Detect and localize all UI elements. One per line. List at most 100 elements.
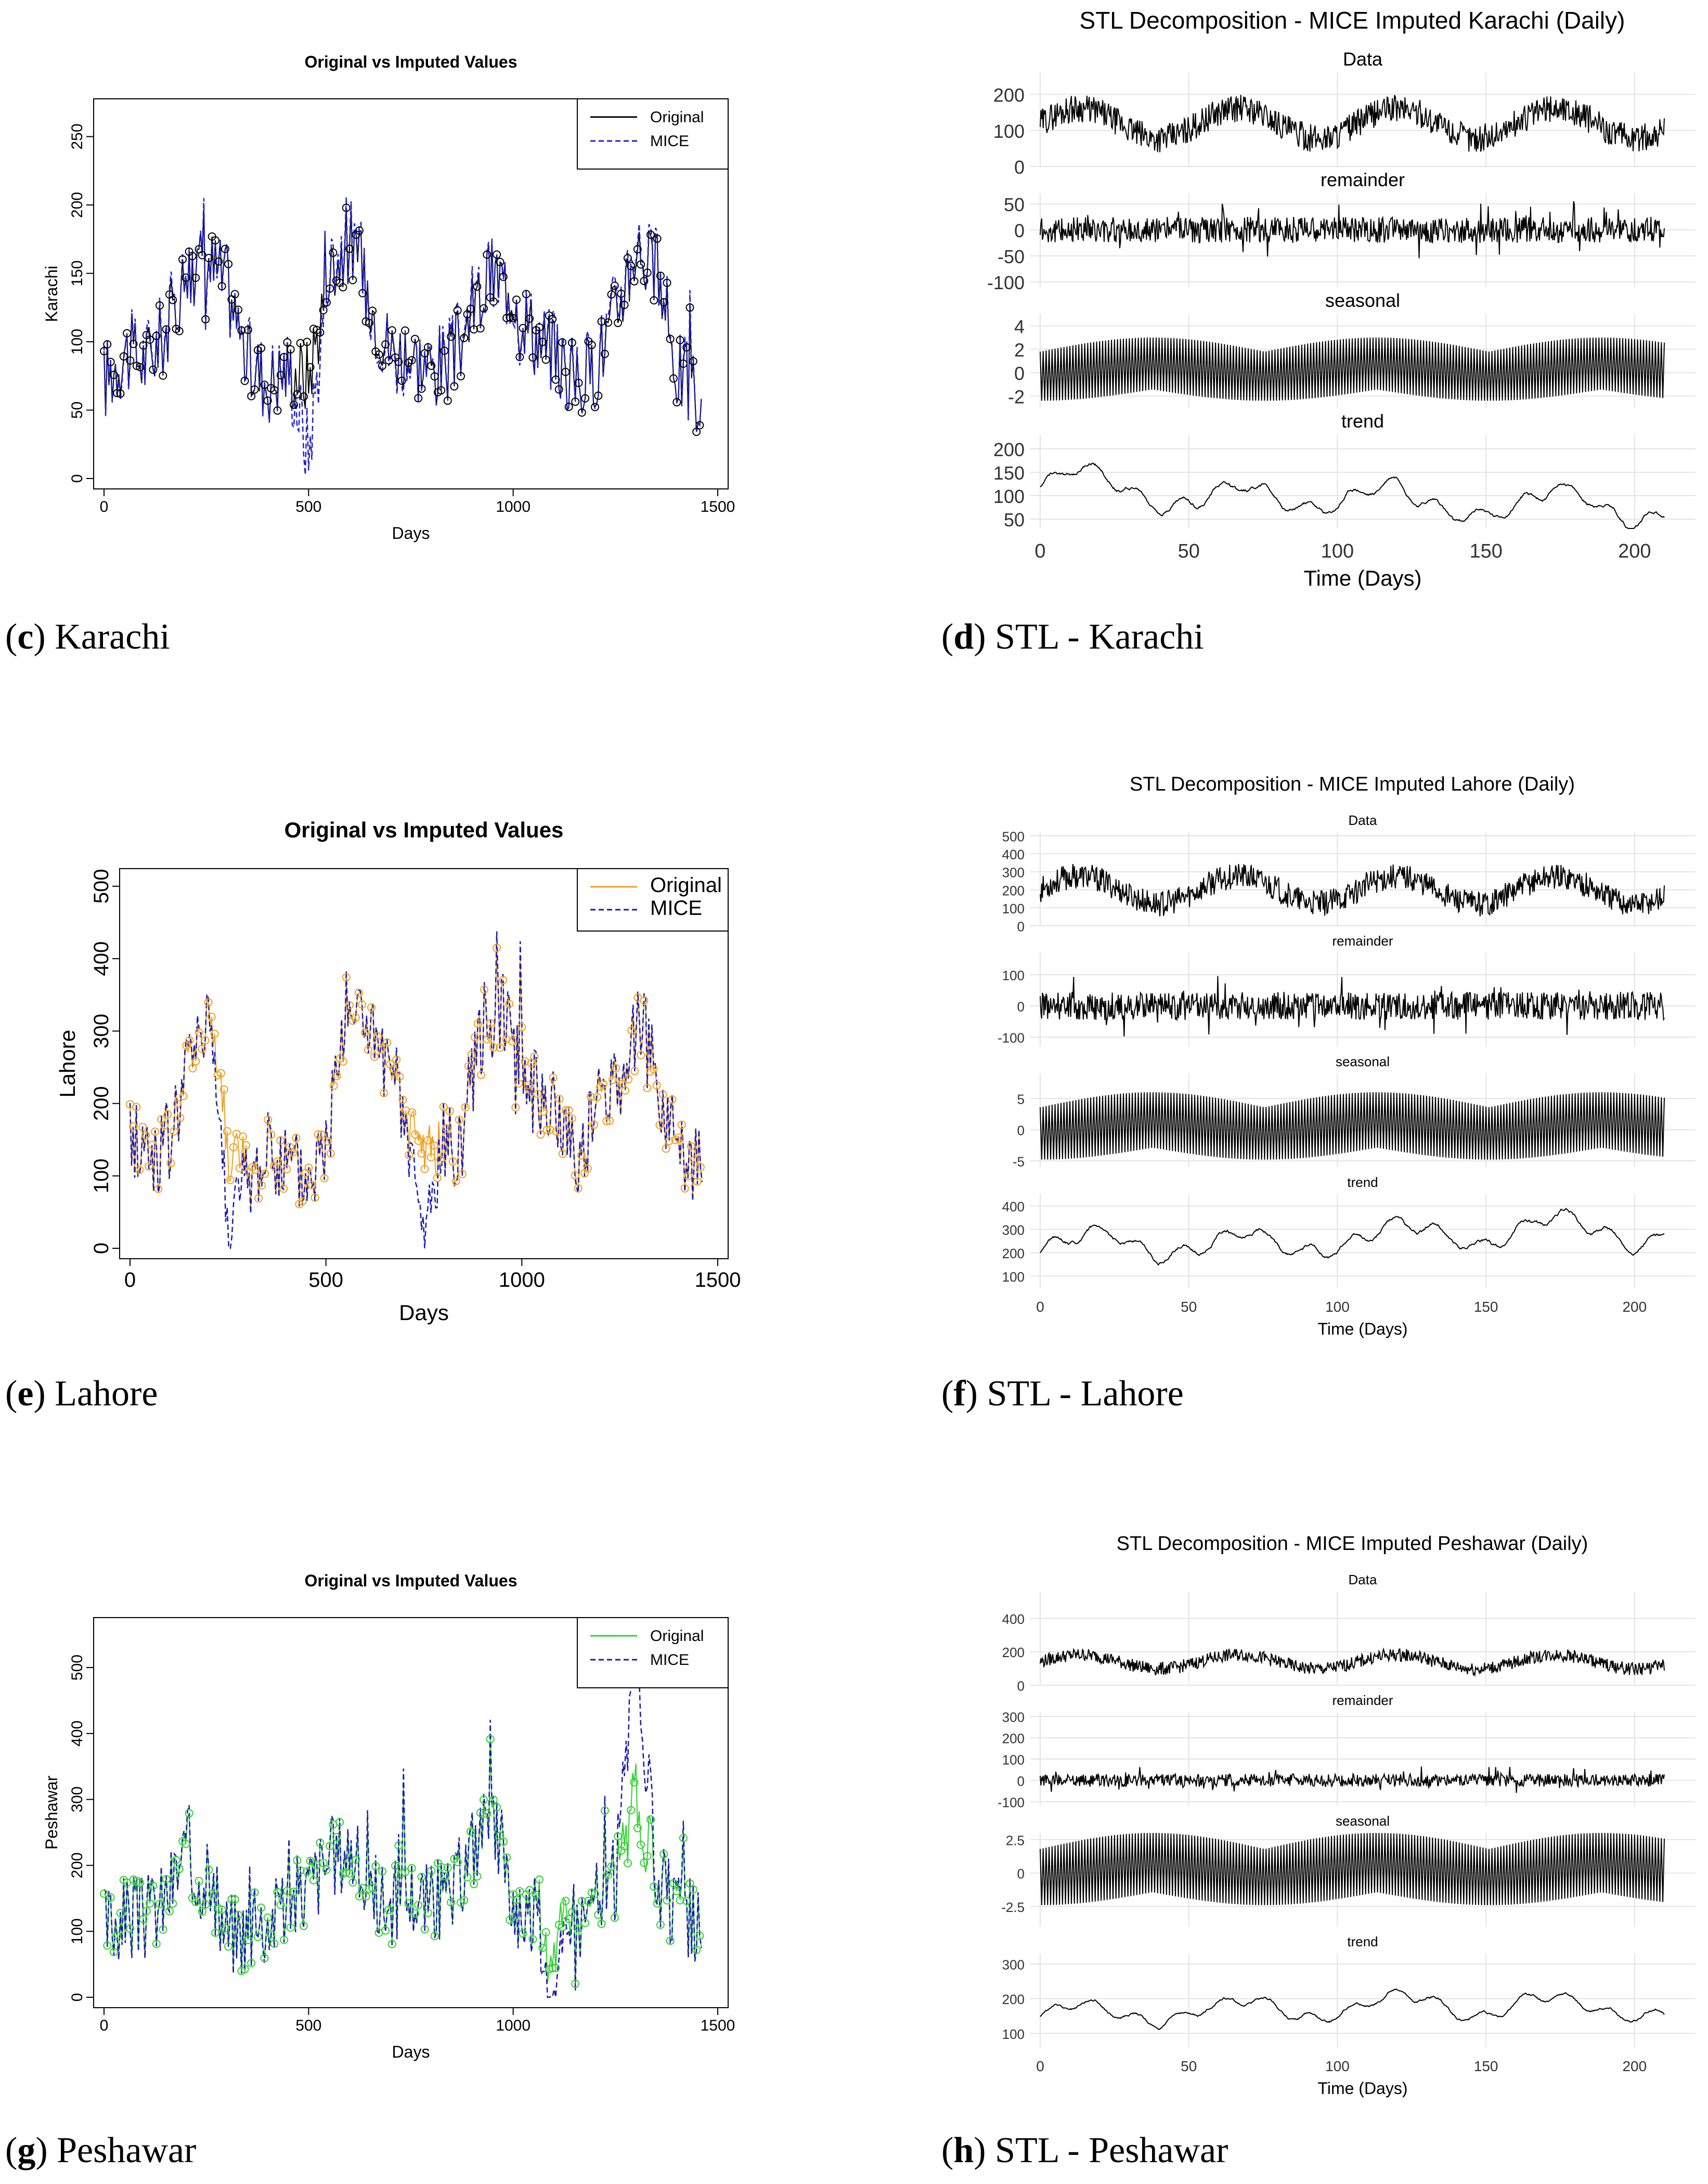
original-point <box>230 290 239 299</box>
caption-e: (e) Lahore <box>5 1374 158 1414</box>
original-point <box>493 1803 501 1812</box>
original-point <box>519 1929 527 1938</box>
facet-label: trend <box>1341 410 1384 432</box>
original-point <box>519 324 527 332</box>
original-point <box>427 1866 436 1875</box>
original-point <box>345 244 354 253</box>
original-point <box>630 1778 639 1787</box>
original-point <box>230 1895 239 1904</box>
y-tick-label: 50 <box>1004 194 1025 215</box>
original-point <box>499 976 508 985</box>
original-point <box>129 1122 137 1131</box>
original-point <box>548 1963 557 1972</box>
original-point <box>178 255 187 264</box>
original-point <box>584 1896 593 1905</box>
original-point <box>522 290 530 299</box>
original-point <box>116 1909 125 1918</box>
original-point <box>224 1942 233 1951</box>
original-point <box>227 1895 236 1904</box>
y-tick-label: 400 <box>1002 1199 1025 1214</box>
original-point <box>614 318 623 327</box>
stl-remainder-line <box>1040 976 1665 1037</box>
original-point <box>658 1090 667 1099</box>
facet-label: seasonal <box>1336 1054 1390 1069</box>
original-point <box>604 1870 613 1879</box>
original-point <box>486 1019 495 1028</box>
original-point <box>525 314 534 323</box>
stl-seasonal-line <box>1040 1092 1665 1160</box>
x-axis-label: Days <box>392 2043 430 2061</box>
original-point <box>132 1103 141 1112</box>
original-point <box>617 289 626 298</box>
original-point <box>166 1159 175 1168</box>
x-tick-label: 150 <box>1474 2058 1498 2074</box>
original-point <box>240 377 249 385</box>
x-tick-label: 200 <box>1622 1299 1647 1315</box>
y-tick-label: 0 <box>69 1993 86 2002</box>
original-point <box>257 1903 266 1912</box>
caption-f: (f) STL - Lahore <box>941 1374 1184 1414</box>
original-point <box>679 359 688 368</box>
original-point <box>496 1043 504 1052</box>
original-point <box>204 1866 213 1874</box>
original-point <box>549 1074 558 1082</box>
original-point <box>103 1941 112 1950</box>
y-axis-label: Lahore <box>55 1030 80 1098</box>
original-point <box>695 1931 704 1940</box>
original-point <box>100 1889 108 1898</box>
original-point <box>410 1909 419 1918</box>
original-point <box>320 1174 329 1183</box>
original-point <box>319 1858 328 1867</box>
original-point <box>298 1197 307 1206</box>
original-point <box>129 340 138 348</box>
x-tick-label: 1000 <box>496 2017 530 2034</box>
legend-label: MICE <box>650 133 689 150</box>
original-point <box>243 1935 252 1944</box>
original-point <box>672 1887 681 1895</box>
original-point <box>211 1928 219 1937</box>
original-point <box>234 1910 242 1919</box>
karachi-imputed-chart: Original vs Imputed Values 0 500 1000 1500 0 5… <box>0 21 749 598</box>
legend-label: Original <box>650 109 704 126</box>
original-point <box>564 403 573 411</box>
original-point <box>126 1924 135 1933</box>
original-point <box>191 1057 200 1066</box>
original-point <box>451 1177 460 1185</box>
original-point <box>542 1126 551 1134</box>
original-point <box>470 1033 479 1042</box>
original-point <box>466 304 475 313</box>
original-point <box>387 1940 396 1948</box>
y-tick-label: 100 <box>1002 1269 1025 1285</box>
original-point <box>364 1045 372 1054</box>
original-point <box>466 1827 475 1836</box>
stl-data-line <box>1040 95 1665 152</box>
original-point <box>257 344 266 353</box>
original-point <box>483 250 491 259</box>
original-point <box>508 1037 517 1046</box>
original-point <box>204 998 213 1007</box>
original-point <box>326 1149 335 1158</box>
original-point <box>571 1980 580 1988</box>
original-point <box>283 338 292 347</box>
facet-label: Data <box>1349 1572 1377 1587</box>
y-tick-label: 300 <box>1002 1222 1025 1238</box>
original-point <box>226 1175 235 1184</box>
original-point <box>286 345 295 354</box>
original-point <box>517 1023 526 1031</box>
original-point <box>567 1114 576 1123</box>
original-point <box>264 1116 273 1124</box>
chart-title: STL Decomposition - MICE Imputed Lahore … <box>1130 773 1575 795</box>
original-point <box>690 1155 698 1164</box>
y-tick-label: 200 <box>1002 883 1025 898</box>
original-point <box>621 1086 630 1095</box>
stl-seasonal-line <box>1040 337 1665 401</box>
original-point <box>668 1095 677 1104</box>
original-point <box>175 327 184 335</box>
original-point <box>558 1923 567 1932</box>
original-point <box>211 236 219 245</box>
original-point <box>460 1896 469 1905</box>
original-point <box>123 1878 132 1887</box>
y-tick-label: 400 <box>69 1721 86 1747</box>
x-tick-label: 1000 <box>496 498 530 515</box>
legend-label: Original <box>650 1627 704 1645</box>
